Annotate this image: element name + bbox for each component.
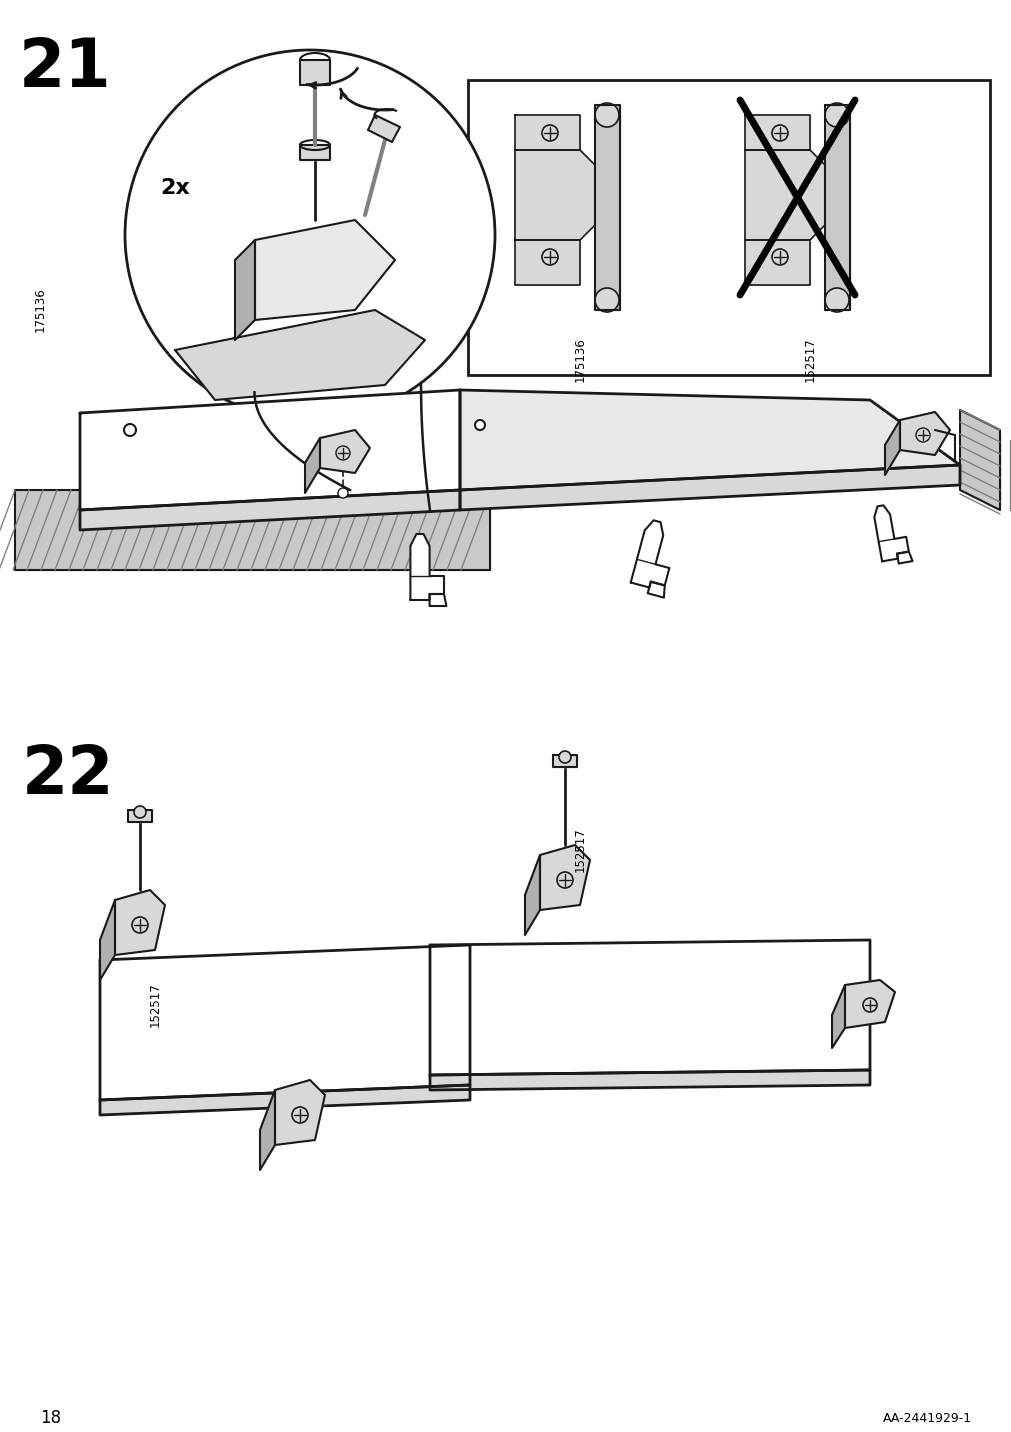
Polygon shape [299, 60, 330, 84]
Polygon shape [744, 115, 809, 150]
Polygon shape [430, 1070, 869, 1090]
Polygon shape [255, 221, 394, 319]
Circle shape [771, 249, 788, 265]
Circle shape [556, 872, 572, 888]
Polygon shape [15, 490, 489, 570]
Text: 152517: 152517 [149, 982, 162, 1027]
Polygon shape [630, 520, 668, 587]
Polygon shape [368, 115, 399, 142]
Polygon shape [430, 939, 869, 1075]
Polygon shape [515, 241, 579, 285]
Circle shape [336, 445, 350, 460]
Polygon shape [594, 105, 620, 309]
Polygon shape [80, 490, 460, 530]
Text: 175136: 175136 [573, 338, 586, 382]
Polygon shape [525, 855, 540, 935]
Circle shape [824, 103, 848, 127]
Polygon shape [515, 150, 594, 241]
Text: 21: 21 [18, 34, 111, 102]
Polygon shape [864, 990, 885, 1020]
Polygon shape [275, 1080, 325, 1146]
Circle shape [594, 288, 619, 312]
Polygon shape [540, 845, 589, 909]
Circle shape [542, 249, 557, 265]
Polygon shape [115, 891, 165, 955]
Circle shape [558, 750, 570, 763]
Polygon shape [824, 105, 849, 309]
Circle shape [131, 916, 148, 934]
Polygon shape [100, 899, 115, 979]
Polygon shape [874, 505, 908, 561]
Polygon shape [410, 534, 444, 600]
Bar [467, 80, 989, 375]
Polygon shape [80, 390, 460, 510]
Text: 152517: 152517 [803, 338, 816, 382]
Text: 152517: 152517 [573, 828, 586, 872]
Polygon shape [831, 985, 844, 1048]
Polygon shape [647, 581, 664, 597]
Polygon shape [100, 1085, 469, 1116]
Polygon shape [430, 594, 446, 606]
Circle shape [542, 125, 557, 140]
Polygon shape [100, 945, 469, 1100]
Text: AA-2441929-1: AA-2441929-1 [882, 1412, 971, 1425]
Polygon shape [460, 390, 959, 490]
Polygon shape [175, 309, 425, 400]
Circle shape [474, 420, 484, 430]
Polygon shape [744, 150, 824, 241]
Polygon shape [319, 430, 370, 473]
Circle shape [125, 50, 494, 420]
Polygon shape [515, 115, 579, 150]
Circle shape [862, 998, 877, 1012]
Polygon shape [959, 410, 999, 510]
Polygon shape [552, 755, 576, 768]
Circle shape [594, 103, 619, 127]
Circle shape [338, 488, 348, 498]
Polygon shape [899, 412, 949, 455]
Circle shape [771, 125, 788, 140]
Circle shape [292, 1107, 307, 1123]
Circle shape [133, 806, 146, 818]
Text: 18: 18 [40, 1409, 61, 1428]
Polygon shape [896, 551, 912, 564]
Polygon shape [885, 420, 899, 475]
Text: 175136: 175136 [33, 288, 47, 332]
Polygon shape [127, 811, 152, 822]
Text: 22: 22 [21, 742, 114, 808]
Polygon shape [260, 1090, 275, 1170]
Circle shape [915, 428, 929, 442]
Polygon shape [304, 438, 319, 493]
Circle shape [124, 424, 135, 435]
Polygon shape [460, 465, 959, 510]
Polygon shape [744, 241, 809, 285]
Polygon shape [299, 145, 330, 160]
Polygon shape [235, 241, 255, 339]
Text: 2x: 2x [160, 178, 190, 198]
Polygon shape [844, 979, 894, 1028]
Circle shape [824, 288, 848, 312]
